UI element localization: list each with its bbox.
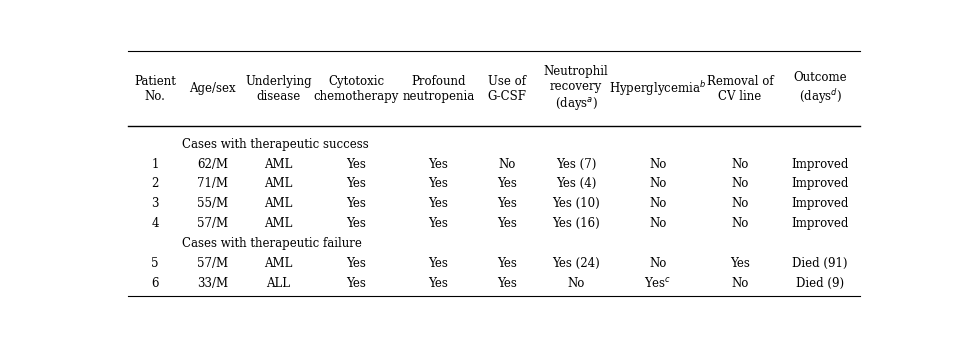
Text: Improved: Improved: [791, 197, 849, 210]
Text: 55/M: 55/M: [197, 197, 228, 210]
Text: Yes: Yes: [346, 158, 366, 170]
Text: Yes: Yes: [429, 257, 448, 270]
Text: 5: 5: [151, 257, 159, 270]
Text: 57/M: 57/M: [197, 217, 228, 230]
Text: AML: AML: [264, 257, 293, 270]
Text: Yes: Yes: [497, 197, 518, 210]
Text: Died (9): Died (9): [796, 276, 844, 290]
Text: Yes$^c$: Yes$^c$: [644, 276, 672, 290]
Text: Yes: Yes: [429, 217, 448, 230]
Text: Yes: Yes: [497, 276, 518, 290]
Text: 62/M: 62/M: [197, 158, 228, 170]
Text: Yes (16): Yes (16): [552, 217, 600, 230]
Text: Cytotoxic
chemotherapy: Cytotoxic chemotherapy: [313, 75, 399, 103]
Text: Use of
G-CSF: Use of G-CSF: [488, 75, 526, 103]
Text: Yes: Yes: [429, 177, 448, 190]
Text: 71/M: 71/M: [197, 177, 228, 190]
Text: 33/M: 33/M: [197, 276, 228, 290]
Text: Yes (10): Yes (10): [552, 197, 600, 210]
Text: Removal of
CV line: Removal of CV line: [707, 75, 773, 103]
Text: Cases with therapeutic success: Cases with therapeutic success: [182, 138, 369, 151]
Text: No: No: [732, 197, 749, 210]
Text: Yes: Yes: [346, 257, 366, 270]
Text: No: No: [568, 276, 585, 290]
Text: Yes: Yes: [346, 217, 366, 230]
Text: Outcome
(days$^d$): Outcome (days$^d$): [793, 71, 847, 106]
Text: No: No: [732, 177, 749, 190]
Text: No: No: [650, 257, 667, 270]
Text: Yes: Yes: [497, 257, 518, 270]
Text: Yes: Yes: [497, 177, 518, 190]
Text: No: No: [650, 197, 667, 210]
Text: Yes: Yes: [346, 276, 366, 290]
Text: No: No: [732, 276, 749, 290]
Text: Yes: Yes: [497, 217, 518, 230]
Text: Improved: Improved: [791, 177, 849, 190]
Text: Died (91): Died (91): [792, 257, 848, 270]
Text: No: No: [650, 158, 667, 170]
Text: No: No: [650, 217, 667, 230]
Text: 6: 6: [151, 276, 159, 290]
Text: ALL: ALL: [266, 276, 290, 290]
Text: No: No: [732, 158, 749, 170]
Text: No: No: [498, 158, 516, 170]
Text: AML: AML: [264, 197, 293, 210]
Text: No: No: [732, 217, 749, 230]
Text: Cases with therapeutic failure: Cases with therapeutic failure: [182, 237, 362, 250]
Text: Patient
No.: Patient No.: [134, 75, 176, 103]
Text: Yes: Yes: [429, 158, 448, 170]
Text: Yes: Yes: [346, 197, 366, 210]
Text: AML: AML: [264, 177, 293, 190]
Text: Yes (24): Yes (24): [552, 257, 600, 270]
Text: No: No: [650, 177, 667, 190]
Text: Underlying
disease: Underlying disease: [245, 75, 311, 103]
Text: Yes (4): Yes (4): [556, 177, 597, 190]
Text: Yes: Yes: [346, 177, 366, 190]
Text: Profound
neutropenia: Profound neutropenia: [402, 75, 474, 103]
Text: AML: AML: [264, 158, 293, 170]
Text: AML: AML: [264, 217, 293, 230]
Text: 1: 1: [151, 158, 159, 170]
Text: Yes: Yes: [429, 276, 448, 290]
Text: 3: 3: [151, 197, 159, 210]
Text: Yes (7): Yes (7): [556, 158, 597, 170]
Text: Hyperglycemia$^b$: Hyperglycemia$^b$: [609, 79, 707, 98]
Text: Improved: Improved: [791, 158, 849, 170]
Text: Yes: Yes: [730, 257, 750, 270]
Text: 2: 2: [151, 177, 159, 190]
Text: 57/M: 57/M: [197, 257, 228, 270]
Text: Age/sex: Age/sex: [189, 82, 236, 95]
Text: Neutrophil
recovery
(days$^a$): Neutrophil recovery (days$^a$): [544, 65, 608, 113]
Text: Improved: Improved: [791, 217, 849, 230]
Text: Yes: Yes: [429, 197, 448, 210]
Text: 4: 4: [151, 217, 159, 230]
